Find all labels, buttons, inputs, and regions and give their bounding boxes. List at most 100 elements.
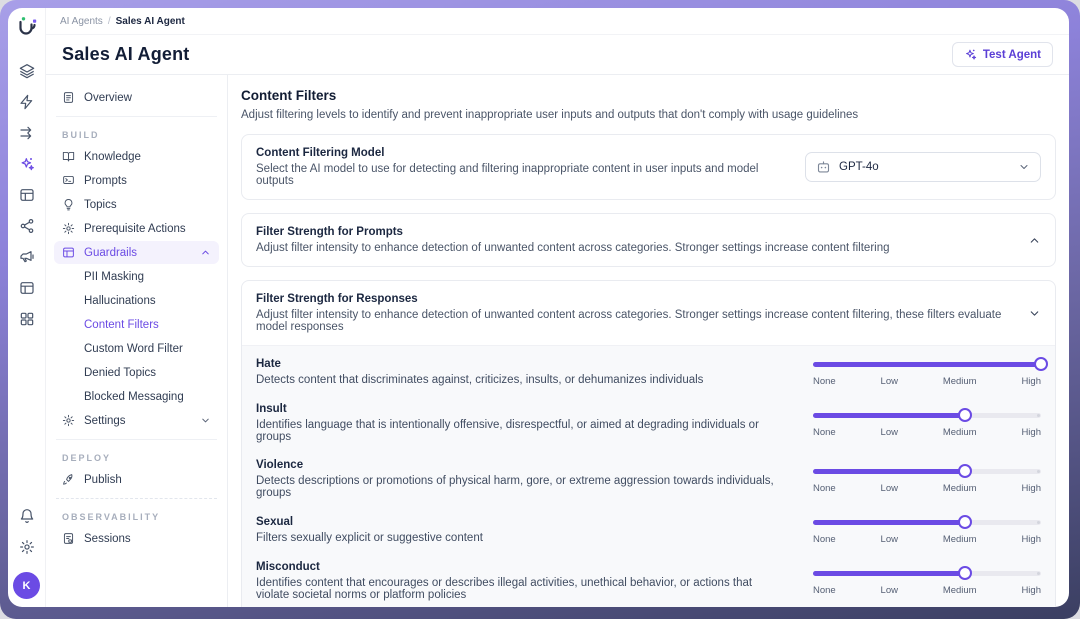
sidebar-item-knowledge[interactable]: Knowledge <box>54 145 219 168</box>
page-title: Sales AI Agent <box>62 44 190 64</box>
sidebar-subitem-hallucinations[interactable]: Hallucinations <box>84 294 156 307</box>
slider-thumb[interactable] <box>957 408 972 422</box>
model-card-title: Content Filtering Model <box>256 147 385 159</box>
apps-grid-icon[interactable] <box>19 311 35 327</box>
misconduct-slider[interactable] <box>813 566 1041 580</box>
share-icon[interactable] <box>19 218 35 234</box>
sparkles-icon[interactable] <box>19 156 35 172</box>
scale-low: Low <box>880 376 898 387</box>
section-label-observability: OBSERVABILITY <box>62 512 161 522</box>
scale-labels: None Low Medium High <box>813 376 1041 387</box>
scale-low: Low <box>880 427 898 438</box>
sidebar-item-publish[interactable]: Publish <box>54 468 219 491</box>
megaphone-icon[interactable] <box>19 249 35 265</box>
arrows-transfer-icon[interactable] <box>19 125 35 141</box>
scale-medium: Medium <box>942 534 977 545</box>
scale-medium: Medium <box>942 427 977 438</box>
sidebar-item-guardrails[interactable]: Guardrails <box>54 241 219 264</box>
model-card-row: Content Filtering Model Select the AI mo… <box>242 135 1055 199</box>
chevron-up-icon[interactable] <box>1028 234 1041 247</box>
book-icon <box>62 151 75 162</box>
breadcrumb-separator: / <box>107 15 111 27</box>
filter-strength-responses-card: Filter Strength for Responses Adjust fil… <box>241 280 1056 607</box>
prompts-card-description: Adjust filter intensity to enhance detec… <box>256 242 890 254</box>
content-filtering-model-card: Content Filtering Model Select the AI mo… <box>241 134 1056 200</box>
sidebar-item-sessions[interactable]: Sessions <box>54 527 219 550</box>
scale-low: Low <box>880 483 898 494</box>
bell-icon[interactable] <box>19 508 35 524</box>
layout-icon[interactable] <box>19 187 35 203</box>
sidebar-item-overview[interactable]: Overview <box>54 86 219 109</box>
breadcrumb-parent[interactable]: AI Agents <box>60 15 103 27</box>
divider <box>56 116 217 117</box>
scale-labels: None Low Medium High <box>813 483 1041 494</box>
prompts-card-title: Filter Strength for Prompts <box>256 226 403 238</box>
sidebar-subitem-custom-word-filter[interactable]: Custom Word Filter <box>84 342 183 355</box>
scale-medium: Medium <box>942 585 977 596</box>
filter-row-hate: Hate Detects content that discriminates … <box>242 349 1055 395</box>
sidebar-item-label: Overview <box>84 91 132 104</box>
sparkles-icon <box>965 49 976 60</box>
filter-name: Sexual <box>256 516 294 528</box>
layers-icon[interactable] <box>19 63 35 79</box>
section-label-build: BUILD <box>62 130 100 140</box>
responses-card-description: Adjust filter intensity to enhance detec… <box>256 309 1002 333</box>
sidebar-item-prerequisite-actions[interactable]: Prerequisite Actions <box>54 217 219 240</box>
scale-medium: Medium <box>942 376 977 387</box>
table-icon[interactable] <box>19 280 35 296</box>
sessions-file-icon <box>63 533 74 544</box>
sidebar-subitem-blocked-messaging[interactable]: Blocked Messaging <box>84 390 184 403</box>
responses-card-title: Filter Strength for Responses <box>256 293 418 305</box>
scale-low: Low <box>880 585 898 596</box>
chevron-down-icon[interactable] <box>1028 307 1041 320</box>
test-agent-button[interactable]: Test Agent <box>951 42 1053 67</box>
chevron-down-icon <box>1020 165 1028 169</box>
responses-card-header[interactable]: Filter Strength for Responses Adjust fil… <box>242 281 1055 345</box>
chevron-down-icon <box>202 418 209 423</box>
hate-slider[interactable] <box>813 357 1048 371</box>
chevron-up-icon <box>202 250 209 255</box>
sidebar-subitem-denied-topics[interactable]: Denied Topics <box>84 366 157 379</box>
scale-none: None <box>813 585 836 596</box>
filters-section: Hate Detects content that discriminates … <box>242 345 1055 607</box>
filter-description: Identifies language that is intentionall… <box>256 419 759 443</box>
sidebar-subitem-pii-masking[interactable]: PII Masking <box>84 270 145 283</box>
content-filters-title: Content Filters <box>241 88 337 103</box>
avatar[interactable]: K <box>13 572 40 599</box>
model-select[interactable]: GPT-4o <box>805 152 1041 182</box>
main-content: Content Filters Adjust filtering levels … <box>228 75 1069 607</box>
slider-thumb[interactable] <box>957 464 972 478</box>
filter-description: Identifies content that encourages or de… <box>256 577 753 601</box>
sidebar-subitem-content-filters[interactable]: Content Filters <box>84 318 159 331</box>
filter-description: Filters sexually explicit or suggestive … <box>256 532 483 544</box>
logo-u-icon[interactable] <box>15 15 39 39</box>
filter-name: Insult <box>256 403 287 415</box>
gear-icon[interactable] <box>19 539 35 555</box>
table-icon <box>63 247 74 258</box>
scale-high: High <box>1021 427 1041 438</box>
lightbulb-icon <box>64 199 73 211</box>
zap-icon[interactable] <box>19 94 35 110</box>
sidebar-item-settings[interactable]: Settings <box>54 409 219 432</box>
sexual-slider[interactable] <box>813 515 1041 529</box>
filter-description: Detects content that discriminates again… <box>256 374 704 386</box>
rail-bottom: K <box>13 500 40 599</box>
breadcrumb-current: Sales AI Agent <box>115 15 185 27</box>
sidebar-item-topics[interactable]: Topics <box>54 193 219 216</box>
violence-slider[interactable] <box>813 464 1041 478</box>
filter-row-misconduct: Misconduct Identifies content that encou… <box>242 553 1055 607</box>
slider-thumb[interactable] <box>957 515 972 529</box>
bot-icon <box>817 160 830 172</box>
app-window: K AI Agents / Sales AI Agent Sales AI Ag… <box>8 8 1069 607</box>
sidebar-item-label: Sessions <box>84 532 131 545</box>
insult-slider[interactable] <box>813 408 1041 422</box>
scale-low: Low <box>880 534 898 545</box>
prompts-card-header[interactable]: Filter Strength for Prompts Adjust filte… <box>242 214 1055 266</box>
slider-thumb[interactable] <box>957 566 972 580</box>
sidebar-item-label: Topics <box>84 198 117 211</box>
sidebar-item-prompts[interactable]: Prompts <box>54 169 219 192</box>
content-filters-description: Adjust filtering levels to identify and … <box>241 109 859 121</box>
slider-thumb[interactable] <box>1034 357 1048 371</box>
body: Overview BUILD Knowledge Prompts Topic <box>46 75 1069 607</box>
